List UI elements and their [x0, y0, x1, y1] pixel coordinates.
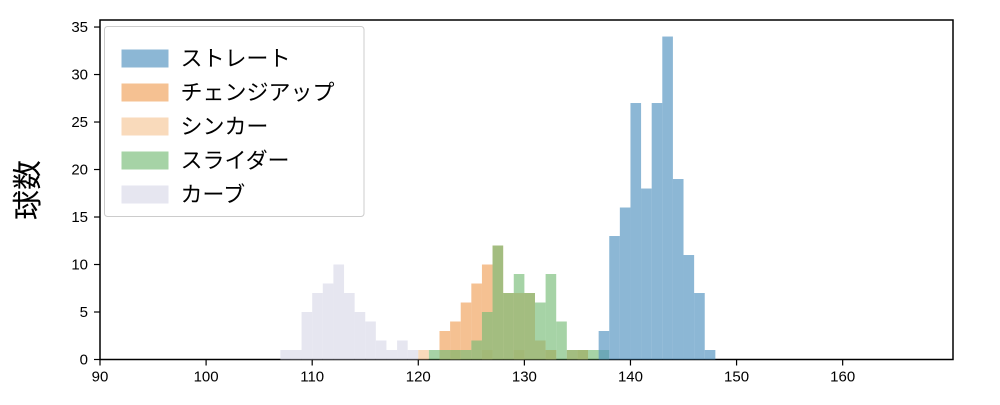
svg-text:110: 110: [300, 369, 324, 386]
svg-text:チェンジアップ: チェンジアップ: [181, 75, 335, 107]
svg-text:20: 20: [71, 162, 88, 179]
svg-text:ストレート: ストレート: [181, 41, 291, 73]
svg-text:シンカー: シンカー: [181, 109, 269, 141]
svg-text:35: 35: [71, 19, 88, 36]
svg-text:25: 25: [71, 114, 88, 131]
svg-text:カーブ: カーブ: [181, 177, 246, 209]
svg-text:100: 100: [194, 369, 219, 386]
svg-text:120: 120: [406, 369, 431, 386]
svg-text:90: 90: [92, 369, 109, 386]
svg-text:スライダー: スライダー: [181, 143, 290, 175]
svg-text:30: 30: [71, 67, 88, 84]
svg-text:15: 15: [71, 209, 88, 226]
svg-text:0: 0: [80, 352, 88, 369]
svg-text:140: 140: [618, 369, 643, 386]
svg-text:5: 5: [80, 304, 88, 321]
svg-text:10: 10: [71, 257, 88, 274]
svg-text:球数: 球数: [3, 160, 47, 220]
svg-text:160: 160: [830, 369, 855, 386]
svg-text:150: 150: [724, 369, 749, 386]
svg-text:130: 130: [512, 369, 537, 386]
